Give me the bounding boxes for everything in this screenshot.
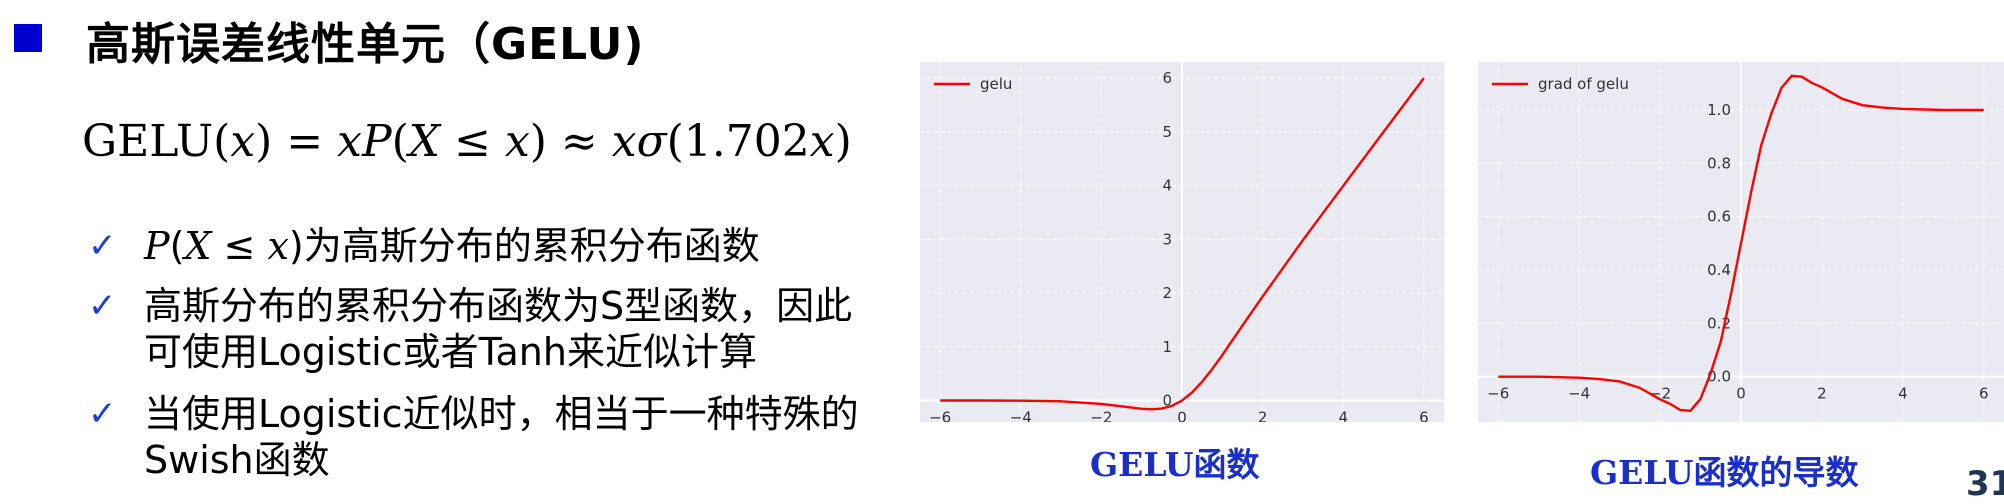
y-tick-label: 0 bbox=[1162, 392, 1172, 410]
x-tick-label: −4 bbox=[1568, 385, 1590, 403]
chart-caption-right: GELU函数的导数 bbox=[1590, 453, 1859, 492]
legend-label: gelu bbox=[980, 75, 1012, 93]
x-tick-label: 2 bbox=[1258, 409, 1268, 422]
x-tick-label: −2 bbox=[1090, 409, 1112, 422]
y-tick-label: 1.0 bbox=[1707, 101, 1731, 119]
legend-label: grad of gelu bbox=[1538, 75, 1629, 93]
check-icon: ✓ bbox=[88, 286, 117, 326]
y-tick-label: 2 bbox=[1162, 284, 1172, 302]
gelu-formula: GELU(x) = xP(X ≤ x) ≈ xσ(1.702x) bbox=[82, 116, 852, 167]
x-tick-label: −2 bbox=[1649, 385, 1671, 403]
x-tick-label: 2 bbox=[1817, 385, 1827, 403]
x-tick-label: 6 bbox=[1419, 409, 1429, 422]
x-tick-label: 0 bbox=[1177, 409, 1187, 422]
series-line bbox=[1498, 74, 1984, 412]
bullet-item-1: P(X ≤ x)为高斯分布的累积分布函数 bbox=[144, 224, 760, 268]
series-line bbox=[940, 77, 1425, 411]
page-title: 高斯误差线性单元（GELU) bbox=[86, 19, 645, 70]
bullet-item-2: 高斯分布的累积分布函数为S型函数，因此 可使用Logistic或者Tanh来近似计… bbox=[144, 284, 853, 374]
y-tick-label: 0.4 bbox=[1707, 261, 1731, 279]
chart-caption-left: GELU函数 bbox=[1090, 445, 1260, 484]
y-tick-label: 4 bbox=[1162, 177, 1172, 195]
y-tick-label: 5 bbox=[1162, 123, 1172, 141]
bullet-item-3: 当使用Logistic近似时，相当于一种特殊的 Swish函数 bbox=[144, 392, 859, 482]
check-icon: ✓ bbox=[88, 394, 117, 434]
y-tick-label: 0.2 bbox=[1707, 314, 1731, 332]
gelu-grad-chart: −6 −4 −2 0 2 4 6 0.0 0.2 0.4 0.6 0.8 1.0 grad of gelu bbox=[1478, 62, 2004, 422]
y-tick-label: 3 bbox=[1162, 230, 1172, 248]
page-number: 31 bbox=[1966, 464, 2004, 504]
x-tick-label: −4 bbox=[1010, 409, 1032, 422]
y-tick-label: 1 bbox=[1162, 338, 1172, 356]
title-bullet-square bbox=[14, 24, 42, 52]
y-tick-label: 0.6 bbox=[1707, 208, 1731, 226]
x-tick-label: 4 bbox=[1338, 409, 1348, 422]
x-tick-label: −6 bbox=[1487, 385, 1509, 403]
gelu-chart: −6 −4 −2 0 2 4 6 0 1 2 3 4 5 6 gelu bbox=[920, 62, 1444, 422]
check-icon: ✓ bbox=[88, 226, 117, 266]
x-tick-label: 6 bbox=[1979, 385, 1989, 403]
x-tick-label: 4 bbox=[1898, 385, 1908, 403]
y-tick-label: 6 bbox=[1162, 69, 1172, 87]
y-tick-label: 0.0 bbox=[1707, 368, 1731, 386]
x-tick-label: 0 bbox=[1736, 385, 1746, 403]
y-tick-label: 0.8 bbox=[1707, 154, 1731, 172]
x-tick-label: −6 bbox=[929, 409, 951, 422]
